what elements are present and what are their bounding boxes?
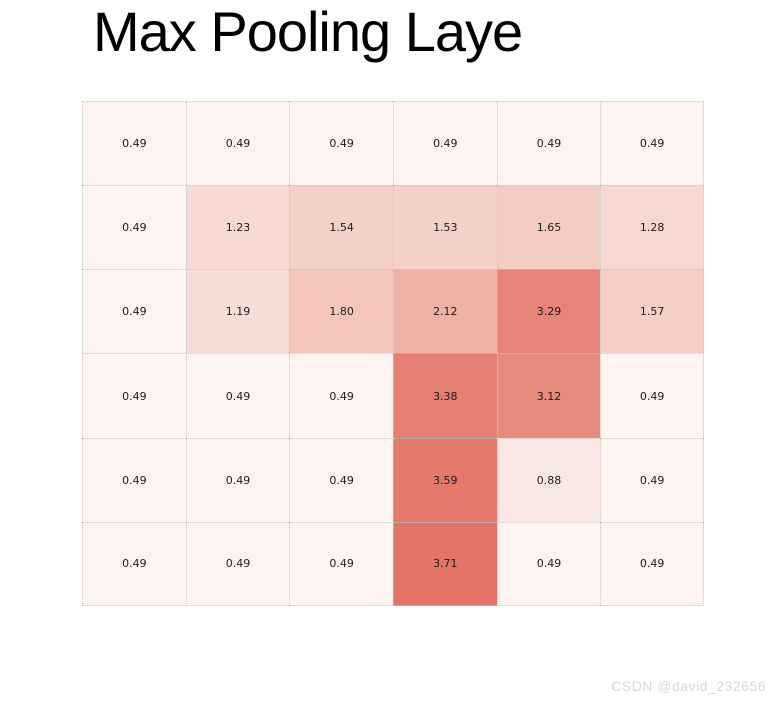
heatmap-cell: 1.57 (600, 269, 704, 354)
heatmap-cell: 0.49 (185, 353, 290, 438)
heatmap-cell-value: 1.80 (329, 305, 354, 319)
heatmap-cell: 0.49 (289, 437, 393, 522)
heatmap-cell: 1.80 (289, 269, 393, 354)
heatmap-cell: 2.12 (392, 269, 497, 354)
heatmap-cell-value: 0.49 (329, 473, 354, 487)
heatmap-cell: 0.49 (496, 521, 601, 606)
heatmap-cell: 1.23 (185, 185, 290, 270)
heatmap-cell-value: 1.28 (639, 221, 665, 235)
heatmap-cell: 0.49 (289, 353, 393, 438)
heatmap-cell-value: 0.49 (433, 137, 458, 151)
heatmap-cell-value: 0.88 (536, 473, 562, 487)
heatmap-cell-value: 0.49 (122, 557, 147, 571)
heatmap-cell-value: 1.54 (329, 221, 354, 235)
heatmap-cell: 3.59 (392, 437, 497, 522)
heatmap-cell-value: 0.49 (329, 389, 354, 403)
heatmap-cell-value: 1.57 (639, 305, 665, 319)
heatmap-cell-value: 0.49 (122, 473, 147, 487)
heatmap-cell: 0.88 (496, 437, 601, 522)
heatmap-cell: 1.53 (392, 185, 497, 270)
heatmap-cell-value: 0.49 (639, 137, 665, 151)
heatmap-cell-value: 1.23 (225, 221, 251, 235)
heatmap-cell: 0.49 (82, 353, 186, 438)
heatmap-cell: 0.49 (82, 101, 186, 186)
heatmap-cell-value: 0.49 (536, 557, 562, 571)
chart-title: Max Pooling Laye (93, 0, 523, 63)
heatmap-cell-value: 1.19 (225, 305, 251, 319)
heatmap-cell: 1.65 (496, 185, 601, 270)
heatmap-cell-value: 3.71 (433, 557, 458, 571)
heatmap-cell-value: 0.49 (225, 557, 251, 571)
heatmap-cell: 0.49 (82, 437, 186, 522)
heatmap-cell-value: 0.49 (329, 137, 354, 151)
heatmap-cell: 0.49 (600, 353, 704, 438)
heatmap-cell: 3.71 (392, 521, 497, 606)
heatmap-cell: 0.49 (82, 521, 186, 606)
heatmap-cell: 0.49 (496, 101, 601, 186)
watermark-text: CSDN @david_232656 (611, 678, 766, 694)
heatmap-cell: 3.29 (496, 269, 601, 354)
heatmap-cell-value: 0.49 (225, 389, 251, 403)
heatmap-cell-value: 3.59 (433, 473, 458, 487)
heatmap-cell-value: 2.12 (433, 305, 458, 319)
heatmap-cell-value: 0.49 (639, 473, 665, 487)
heatmap-cell: 3.38 (392, 353, 497, 438)
heatmap-cell-value: 1.53 (433, 221, 458, 235)
heatmap-cell: 1.28 (600, 185, 704, 270)
heatmap-cell-value: 3.38 (433, 389, 458, 403)
heatmap-cell: 1.19 (185, 269, 290, 354)
heatmap-cell-value: 0.49 (122, 137, 147, 151)
heatmap-cell: 0.49 (392, 101, 497, 186)
heatmap-cell: 0.49 (185, 101, 290, 186)
heatmap-cell-value: 3.29 (536, 305, 562, 319)
heatmap-cell-value: 0.49 (225, 473, 251, 487)
heatmap-cell: 0.49 (600, 101, 704, 186)
heatmap-cell-value: 0.49 (536, 137, 562, 151)
heatmap-cell: 0.49 (600, 521, 704, 606)
heatmap-cell-value: 0.49 (639, 557, 665, 571)
heatmap-cell: 0.49 (185, 437, 290, 522)
heatmap-cell-value: 0.49 (639, 389, 665, 403)
heatmap-cell: 1.54 (289, 185, 393, 270)
heatmap-grid: 0.49 0.49 0.49 0.49 0.49 0.49 0.49 1.23 1.54 1.53… (82, 101, 704, 606)
heatmap-cell-value: 1.65 (536, 221, 562, 235)
heatmap-cell-value: 0.49 (225, 137, 251, 151)
heatmap-cell: 0.49 (82, 269, 186, 354)
heatmap-cell-value: 0.49 (122, 221, 147, 235)
heatmap-cell: 0.49 (289, 101, 393, 186)
heatmap-cell-value: 0.49 (122, 389, 147, 403)
heatmap-cell: 0.49 (185, 521, 290, 606)
heatmap-cell-value: 0.49 (122, 305, 147, 319)
heatmap-cell-value: 0.49 (329, 557, 354, 571)
heatmap-cell-value: 3.12 (536, 389, 562, 403)
heatmap-cell: 0.49 (289, 521, 393, 606)
heatmap-cell: 0.49 (82, 185, 186, 270)
heatmap-cell: 0.49 (600, 437, 704, 522)
heatmap-cell: 3.12 (496, 353, 601, 438)
